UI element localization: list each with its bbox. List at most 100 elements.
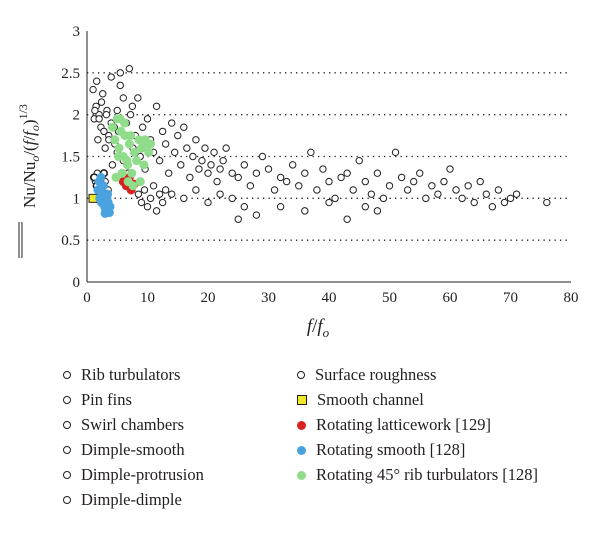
data-point <box>252 211 261 219</box>
y-tick-labels: 0 0.5 1 1.5 2 2.5 3 <box>61 24 80 291</box>
data-point <box>307 148 315 157</box>
data-point <box>289 161 297 169</box>
data-point <box>138 123 147 131</box>
y-tick-label: 0.5 <box>61 233 80 249</box>
data-point <box>234 215 242 223</box>
data-point <box>149 182 158 190</box>
data-point <box>91 106 99 115</box>
data-point <box>385 182 394 190</box>
data-point <box>161 140 170 148</box>
data-point <box>355 156 363 165</box>
data-point <box>168 190 176 198</box>
data-points <box>88 64 551 223</box>
data-point <box>119 94 128 102</box>
data-point <box>470 198 478 207</box>
data-point <box>246 182 255 190</box>
data-point <box>264 165 273 173</box>
data-point <box>228 169 236 177</box>
data-point <box>117 168 127 178</box>
data-point <box>464 182 472 190</box>
data-point <box>155 156 164 165</box>
data-point <box>434 190 442 198</box>
data-point <box>152 102 161 111</box>
data-point <box>95 115 103 123</box>
data-point <box>125 64 134 73</box>
x-tick-label: 70 <box>503 290 518 306</box>
x-tick-label: 50 <box>382 290 397 306</box>
data-point <box>105 202 115 212</box>
data-point <box>128 181 138 191</box>
data-point <box>397 173 406 182</box>
data-point <box>295 182 303 190</box>
data-point <box>143 203 152 211</box>
data-point <box>252 169 261 177</box>
data-point <box>403 186 412 194</box>
data-point <box>146 194 155 203</box>
y-axis-title: Nu/Nuo/(f/fo)1/3 <box>16 104 42 258</box>
data-point <box>213 177 221 186</box>
data-point <box>313 186 321 194</box>
data-point <box>171 148 179 157</box>
data-point <box>183 144 191 152</box>
data-point <box>195 165 203 173</box>
x-tick-label: 80 <box>564 290 579 306</box>
data-point <box>488 203 497 211</box>
data-point <box>343 215 351 223</box>
data-point <box>168 119 176 127</box>
data-point <box>452 186 460 194</box>
data-point <box>113 152 123 162</box>
data-point <box>222 144 230 152</box>
data-point <box>216 190 224 198</box>
data-point <box>134 190 143 198</box>
data-point <box>134 94 142 102</box>
data-point <box>301 207 309 215</box>
data-point <box>107 73 115 81</box>
data-point <box>92 77 101 85</box>
data-point <box>276 203 285 211</box>
data-point <box>506 194 515 203</box>
data-point <box>114 143 124 153</box>
data-point <box>102 110 111 119</box>
data-point <box>132 156 142 166</box>
data-point <box>258 152 267 161</box>
x-tick-label: 10 <box>140 290 155 306</box>
x-tick-label: 60 <box>443 290 458 306</box>
y-tick-label: 3 <box>73 24 81 40</box>
data-point <box>100 127 108 136</box>
data-point <box>361 177 369 186</box>
data-point <box>126 110 135 119</box>
data-point <box>319 165 327 173</box>
data-point <box>367 190 376 198</box>
y-tick-label: 2.5 <box>61 66 80 82</box>
data-point <box>103 189 113 199</box>
svg-text:Nu/Nuo/(f/fo)1/3: Nu/Nuo/(f/fo)1/3 <box>16 104 42 208</box>
x-tick-label: 0 <box>83 290 91 306</box>
data-point <box>325 198 333 207</box>
data-point <box>110 135 120 145</box>
y-tick-label: 1 <box>73 191 81 207</box>
data-point <box>198 156 206 165</box>
data-point <box>446 165 454 173</box>
data-point <box>207 161 215 169</box>
data-point <box>129 147 139 157</box>
data-point <box>349 186 357 194</box>
data-point <box>512 190 521 198</box>
data-point <box>204 198 212 207</box>
data-point <box>422 194 430 203</box>
data-point <box>204 169 212 177</box>
data-point <box>158 198 167 207</box>
data-point <box>137 198 146 207</box>
data-point <box>410 177 418 186</box>
data-point <box>500 198 509 207</box>
data-point <box>192 186 200 194</box>
data-point <box>379 194 388 203</box>
axes <box>86 31 571 283</box>
data-point <box>146 139 156 149</box>
data-point <box>282 177 291 186</box>
data-point <box>189 152 197 161</box>
data-point <box>140 186 149 194</box>
data-point <box>428 182 436 190</box>
data-point <box>116 81 124 90</box>
data-point <box>96 172 106 182</box>
gridlines <box>87 72 571 241</box>
